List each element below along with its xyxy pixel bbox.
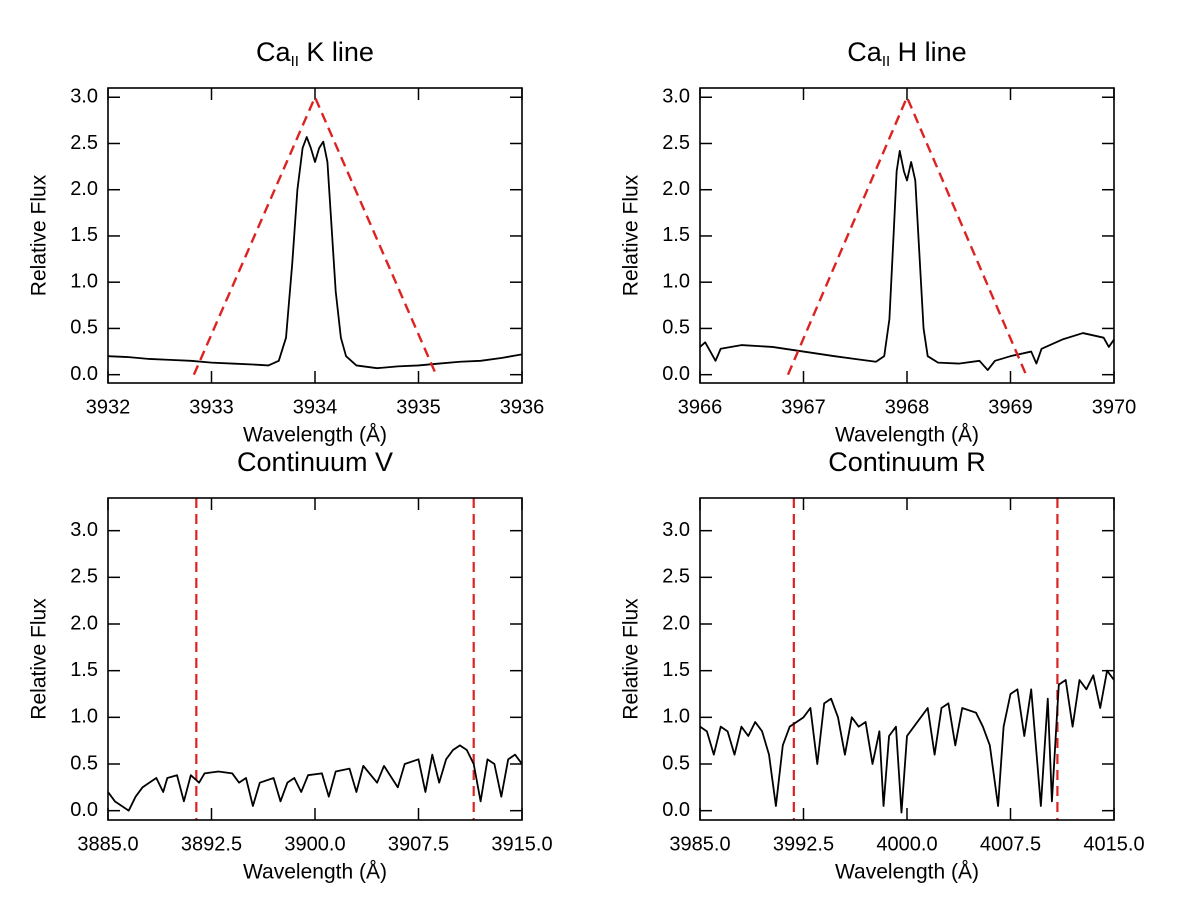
x-tick-label: 3967 — [781, 396, 826, 418]
x-tick-label: 4015.0 — [1083, 833, 1144, 855]
y-tick-label: 0.0 — [70, 363, 98, 385]
y-tick-label: 2.5 — [662, 566, 690, 588]
y-tick-label: 2.5 — [662, 132, 690, 154]
x-tick-label: 3892.5 — [181, 833, 242, 855]
dashed-guide — [192, 96, 438, 376]
x-tick-label: 3992.5 — [773, 833, 834, 855]
plot-frame — [107, 497, 523, 821]
y-tick-label: 2.0 — [662, 178, 690, 200]
x-tick-label: 4007.5 — [980, 833, 1041, 855]
y-tick-label: 1.5 — [70, 224, 98, 246]
x-tick-label: 3970 — [1092, 396, 1137, 418]
panel: Continuum V Wavelength (Å) Relative Flux 0.… — [28, 447, 553, 883]
x-tick-label: 3932 — [86, 396, 131, 418]
chart-title: Continuum R — [828, 447, 986, 477]
title-part: Continuum R — [828, 447, 986, 477]
y-axis-label: Relative Flux — [620, 174, 643, 296]
y-tick-label: 1.5 — [662, 659, 690, 681]
y-tick-label: 3.0 — [662, 519, 690, 541]
spectrum-line — [700, 669, 1114, 814]
x-axis-label: Wavelength (Å) — [243, 861, 387, 884]
x-tick-label: 3935 — [396, 396, 441, 418]
x-tick-label: 3933 — [189, 396, 234, 418]
chart-title: CaII K line — [256, 37, 374, 70]
plot-frame — [699, 497, 1115, 821]
y-tick-label: 1.0 — [70, 270, 98, 292]
y-tick-label: 0.5 — [662, 317, 690, 339]
plot-frame — [699, 87, 1115, 384]
x-axis-label: Wavelength (Å) — [243, 424, 387, 447]
y-tick-label: 0.0 — [662, 799, 690, 821]
y-tick-label: 2.0 — [70, 178, 98, 200]
title-part: Ca — [256, 37, 291, 67]
x-tick-label: 3900.0 — [284, 833, 345, 855]
x-tick-label: 3907.5 — [388, 833, 449, 855]
title-part: Continuum V — [237, 447, 393, 477]
panel: Continuum R Wavelength (Å) Relative Flux 0.… — [620, 447, 1145, 883]
y-tick-label: 1.0 — [70, 706, 98, 728]
y-tick-label: 0.0 — [662, 363, 690, 385]
y-tick-label: 0.0 — [70, 799, 98, 821]
y-axis-label: Relative Flux — [28, 598, 51, 720]
title-part: Ca — [847, 37, 882, 67]
y-tick-label: 2.0 — [662, 612, 690, 634]
x-tick-label: 3936 — [500, 396, 545, 418]
x-tick-label: 3885.0 — [77, 833, 138, 855]
title-part: H line — [890, 37, 967, 67]
title-part: II — [882, 53, 890, 70]
spectrum-line — [108, 136, 522, 370]
y-tick-label: 2.0 — [70, 612, 98, 634]
x-axis-label: Wavelength (Å) — [835, 424, 979, 447]
y-tick-label: 0.5 — [70, 752, 98, 774]
panel: CaII H line Wavelength (Å) Relative Flux 0.… — [620, 37, 1137, 446]
title-part: K line — [299, 37, 374, 67]
x-tick-label: 3915.0 — [491, 833, 552, 855]
y-tick-label: 3.0 — [70, 86, 98, 108]
x-tick-label: 4000.0 — [876, 833, 937, 855]
y-tick-label: 2.5 — [70, 132, 98, 154]
x-tick-label: 3934 — [293, 396, 338, 418]
dashed-guide — [786, 96, 1028, 376]
y-tick-label: 1.5 — [70, 659, 98, 681]
y-tick-label: 2.5 — [70, 566, 98, 588]
y-tick-label: 0.5 — [70, 317, 98, 339]
x-tick-label: 3985.0 — [669, 833, 730, 855]
y-tick-label: 3.0 — [662, 86, 690, 108]
panel: CaII K line Wavelength (Å) Relative Flux 0.… — [28, 37, 545, 446]
chart-title: Continuum V — [237, 447, 393, 477]
y-tick-label: 1.5 — [662, 224, 690, 246]
y-tick-label: 1.0 — [662, 270, 690, 292]
x-axis-label: Wavelength (Å) — [835, 861, 979, 884]
plot-frame — [107, 87, 523, 384]
title-part: II — [291, 53, 299, 70]
spectrum-line — [108, 744, 522, 812]
x-tick-label: 3966 — [678, 396, 723, 418]
spectrum-line — [700, 149, 1114, 371]
y-axis-label: Relative Flux — [28, 174, 51, 296]
x-tick-label: 3969 — [988, 396, 1033, 418]
y-axis-label: Relative Flux — [620, 598, 643, 720]
y-tick-label: 1.0 — [662, 706, 690, 728]
chart-title: CaII H line — [847, 37, 966, 70]
y-tick-label: 0.5 — [662, 752, 690, 774]
x-tick-label: 3968 — [885, 396, 930, 418]
y-tick-label: 3.0 — [70, 519, 98, 541]
